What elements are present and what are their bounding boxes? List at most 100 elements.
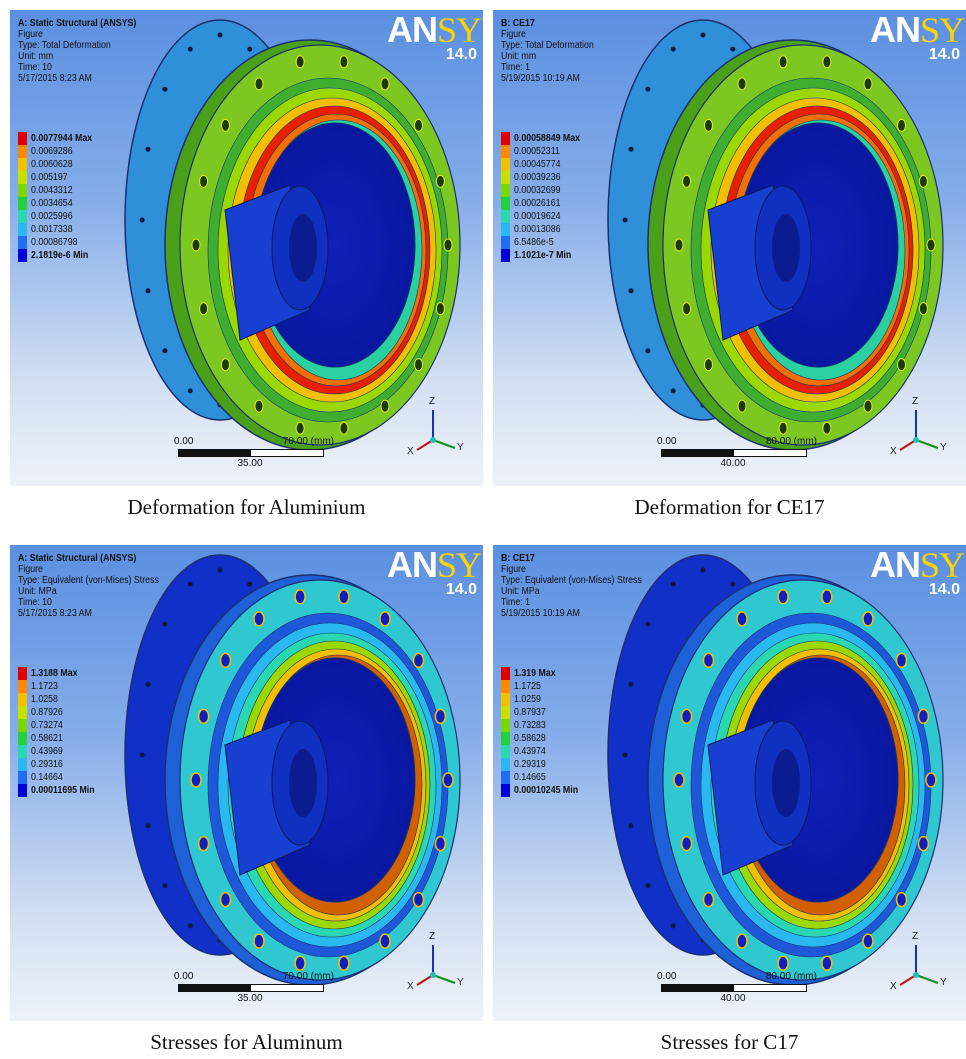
legend-swatch — [501, 184, 510, 197]
legend-label: 0.00045774 — [514, 159, 561, 170]
legend-swatch — [501, 236, 510, 249]
legend-swatch — [501, 706, 510, 719]
result-info: B: CE17 Figure Type: Equivalent (von-Mises… — [501, 553, 642, 619]
logo-text-left: AN — [870, 545, 921, 585]
legend-label: 0.0025996 — [31, 211, 73, 222]
result-title: B: CE17 — [501, 18, 535, 29]
legend-label: 0.29316 — [31, 759, 63, 770]
panel-deformation-aluminium: A: Static Structural (ANSYS) Figure Type: … — [10, 10, 483, 486]
legend-label: 0.00013086 — [514, 224, 561, 235]
ansys-logo: ANSYS14.0 — [870, 547, 966, 599]
logo-text-left: AN — [387, 10, 438, 50]
wheel-hub-model — [124, 554, 461, 986]
caption: Stresses for C17 — [660, 1030, 799, 1054]
legend-label: 0.00086798 — [31, 237, 78, 248]
legend-swatch — [501, 667, 510, 680]
legend-label: 0.00032699 — [514, 185, 561, 196]
legend-label: 1.3188 Max — [31, 668, 78, 679]
panel-stress-aluminium: A: Static Structural (ANSYS) Figure Type: … — [10, 545, 483, 1021]
ansys-logo: ANSYS14.0 — [387, 547, 483, 599]
legend-label: 1.0258 — [31, 694, 58, 705]
legend-label: 0.43969 — [31, 746, 63, 757]
result-info-line: 5/19/2015 10:19 AM — [501, 73, 580, 84]
legend-label: 0.00019624 — [514, 211, 561, 222]
axis-z-label: Z — [912, 396, 919, 407]
legend-label: 0.43974 — [514, 746, 546, 757]
legend-swatch — [501, 132, 510, 145]
legend-label: 0.00052311 — [514, 146, 560, 157]
legend-swatch — [18, 732, 27, 745]
scale-end-label: 70.00 (mm) — [282, 436, 334, 447]
legend-swatch — [18, 223, 27, 236]
result-info: B: CE17 Figure Type: Total Deformation Unit… — [501, 18, 594, 84]
legend-swatch — [18, 184, 27, 197]
legend-swatch — [501, 771, 510, 784]
logo-text-right: SYS — [437, 545, 483, 585]
legend-label: 0.87937 — [514, 707, 546, 718]
logo-version: 14.0 — [928, 46, 960, 63]
legend-swatch — [18, 667, 27, 680]
legend-swatch — [501, 223, 510, 236]
scale-end-label: 80.00 (mm) — [765, 436, 817, 447]
result-info-line: Figure — [18, 29, 43, 40]
axis-x-label: X — [407, 981, 414, 992]
legend-swatch — [18, 210, 27, 223]
axis-x-label: X — [890, 446, 897, 457]
scale-bar: 0.00 80.00 (mm) 40.00 — [657, 436, 817, 472]
legend-swatch — [18, 706, 27, 719]
legend-label: 0.00026161 — [514, 198, 561, 209]
legend-label: 0.29319 — [514, 759, 546, 770]
result-info-line: Figure — [501, 29, 526, 40]
legend-label: 0.0077944 Max — [31, 133, 93, 144]
logo-text-right: SYS — [920, 10, 966, 50]
scale-mid-label: 35.00 — [237, 458, 263, 469]
legend-swatch — [18, 680, 27, 693]
legend-label: 0.0043312 — [31, 185, 73, 196]
legend-label: 1.319 Max — [514, 668, 556, 679]
result-title: B: CE17 — [501, 553, 535, 564]
legend-swatch — [18, 784, 27, 797]
logo-text-right: SYS — [920, 545, 966, 585]
caption: Stresses for Aluminum — [150, 1030, 343, 1054]
scale-mid-label: 40.00 — [720, 458, 746, 469]
legend-label: 0.00010245 Min — [514, 785, 579, 796]
scale-mid-label: 40.00 — [720, 993, 746, 1004]
result-title: A: Static Structural (ANSYS) — [18, 18, 137, 29]
result-info-line: Type: Total Deformation — [501, 40, 594, 51]
result-info-line: Figure — [501, 564, 526, 575]
logo-version: 14.0 — [928, 581, 960, 598]
axis-x-label: X — [407, 446, 414, 457]
legend-label: 1.1723 — [31, 681, 58, 692]
legend-label: 0.00058849 Max — [514, 133, 581, 144]
legend-swatch — [18, 132, 27, 145]
result-info: A: Static Structural (ANSYS) Figure Type: … — [18, 18, 136, 84]
legend-label: 1.1021e-7 Min — [514, 250, 572, 261]
scale-bar: 0.00 70.00 (mm) 35.00 — [174, 971, 334, 1007]
legend-label: 0.14664 — [31, 772, 63, 783]
legend-label: 6.5486e-5 — [514, 237, 554, 248]
ansys-logo: ANSYS14.0 — [387, 12, 483, 64]
panel-deformation-ce17: B: CE17 Figure Type: Total Deformation Unit… — [493, 10, 966, 486]
scale-bar: 0.00 80.00 (mm) 40.00 — [657, 971, 817, 1007]
wheel-hub-model — [124, 19, 461, 451]
legend-swatch — [18, 693, 27, 706]
legend-swatch — [501, 693, 510, 706]
caption: Deformation for Aluminium — [127, 495, 366, 519]
axis-z-label: Z — [429, 931, 436, 942]
result-info-line: Time: 10 — [18, 62, 52, 73]
legend-swatch — [501, 210, 510, 223]
legend-swatch — [501, 249, 510, 262]
result-info-line: Time: 1 — [501, 62, 531, 73]
legend-label: 0.58628 — [514, 733, 546, 744]
legend-label: 2.1819e-6 Min — [31, 250, 89, 261]
legend-label: 0.00039236 — [514, 172, 561, 183]
result-info-line: Unit: mm — [18, 51, 54, 62]
result-info-line: Type: Total Deformation — [18, 40, 111, 51]
ansys-logo: ANSYS14.0 — [870, 12, 966, 64]
legend-swatch — [18, 745, 27, 758]
panel-stress-ce17: B: CE17 Figure Type: Equivalent (von-Mises… — [493, 545, 966, 1021]
wheel-hub-model — [607, 554, 944, 986]
legend-label: 0.58621 — [31, 733, 63, 744]
legend-swatch — [18, 249, 27, 262]
legend-swatch — [501, 197, 510, 210]
